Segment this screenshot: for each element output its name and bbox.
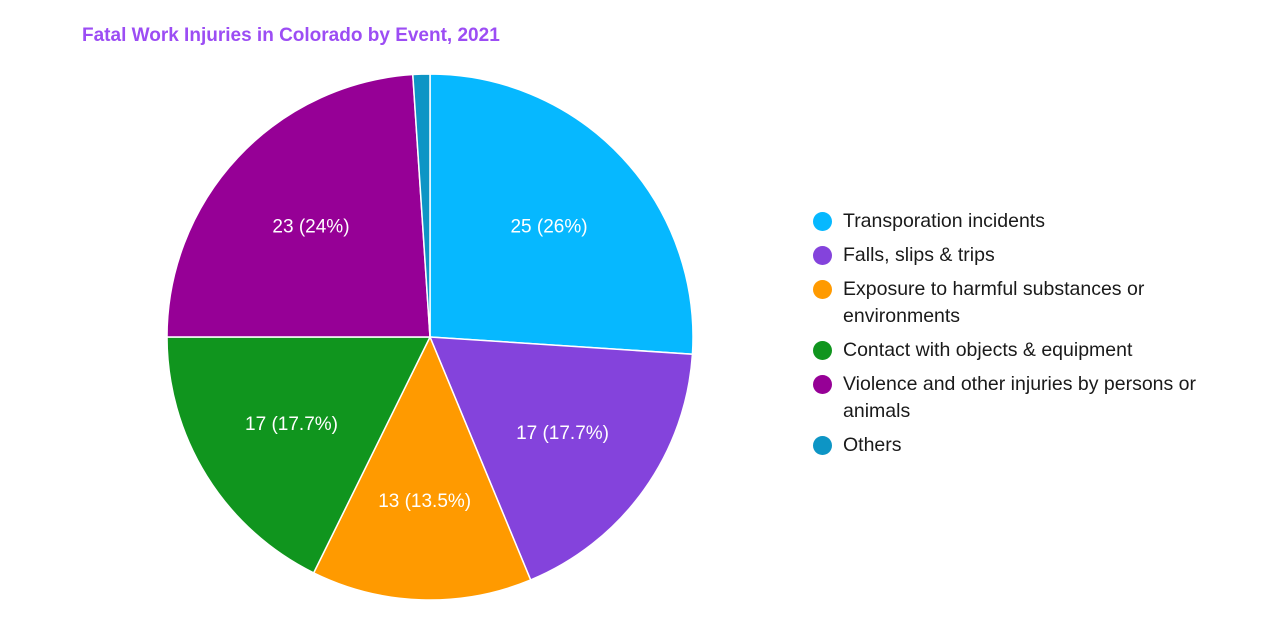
legend-label: Others	[843, 434, 902, 456]
slice-data-label-2: 13 (13.5%)	[378, 491, 471, 512]
legend-swatch-icon	[813, 341, 832, 360]
legend: Transporation incidents Falls, slips & tr…	[813, 208, 1233, 466]
legend-label: Transporation incidents	[843, 210, 1045, 232]
slice-data-label-3: 17 (17.7%)	[245, 414, 338, 435]
pie-slice-5[interactable]	[412, 73, 431, 338]
legend-item-0[interactable]: Transporation incidents	[813, 208, 1233, 235]
pie-slices	[166, 73, 694, 601]
legend-swatch-icon	[813, 436, 832, 455]
legend-swatch-icon	[813, 246, 832, 265]
slice-data-label-0: 25 (26%)	[510, 217, 587, 238]
pie-slice-0[interactable]	[429, 73, 694, 355]
legend-item-4[interactable]: Violence and other injuries by persons o…	[813, 371, 1233, 425]
legend-swatch-icon	[813, 375, 832, 394]
pie-slice-1[interactable]	[428, 336, 694, 581]
legend-item-2[interactable]: Exposure to harmful substances or enviro…	[813, 276, 1233, 330]
legend-item-5[interactable]: Others	[813, 432, 1233, 459]
legend-item-1[interactable]: Falls, slips & trips	[813, 242, 1233, 269]
pie-slice-2[interactable]	[312, 335, 532, 601]
legend-label: Violence and other injuries by persons o…	[843, 373, 1197, 422]
pie-slice-4[interactable]	[166, 73, 431, 338]
legend-item-3[interactable]: Contact with objects & equipment	[813, 337, 1233, 364]
slice-data-label-4: 23 (24%)	[272, 217, 349, 238]
legend-swatch-icon	[813, 280, 832, 299]
pie-slice-3[interactable]	[166, 336, 432, 574]
pie-slice-labels: 25 (26%) 17 (17.7%) 13 (13.5%) 17 (17.7%) 23…	[245, 217, 609, 512]
legend-label: Falls, slips & trips	[843, 244, 995, 266]
legend-swatch-icon	[813, 212, 832, 231]
slice-data-label-1: 17 (17.7%)	[516, 423, 609, 444]
chart-title: Fatal Work Injuries in Colorado by Event…	[82, 25, 500, 46]
legend-label: Contact with objects & equipment	[843, 339, 1133, 361]
legend-label: Exposure to harmful substances or enviro…	[843, 278, 1145, 327]
